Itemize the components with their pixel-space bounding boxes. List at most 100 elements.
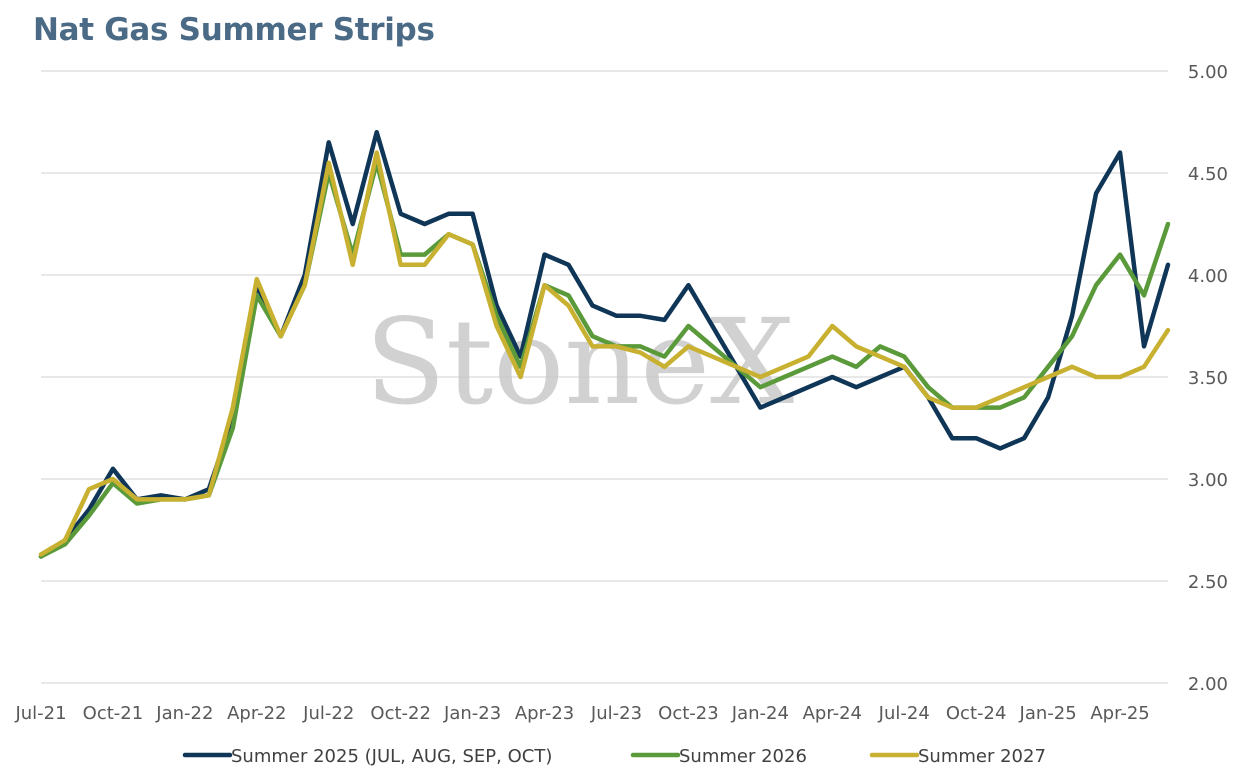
data-point [1166, 222, 1170, 226]
data-point [494, 324, 499, 328]
data-point [662, 365, 667, 369]
data-point [614, 314, 619, 318]
data-point [375, 151, 379, 155]
data-point [854, 385, 858, 389]
legend-label: Summer 2027 [918, 746, 1046, 767]
data-point [1046, 375, 1050, 379]
data-point [782, 365, 786, 369]
data-point [662, 355, 667, 359]
data-point [542, 253, 547, 257]
y-tick-label: 5.00 [1188, 62, 1228, 83]
data-point [974, 406, 978, 410]
data-point [303, 283, 307, 287]
data-point [926, 385, 930, 389]
data-point [87, 508, 91, 512]
data-point [758, 406, 762, 410]
data-point [710, 324, 715, 328]
data-point [279, 334, 283, 338]
x-tick-label: Jan-23 [443, 703, 501, 724]
data-point [351, 222, 355, 226]
data-point [159, 493, 163, 497]
y-tick-label: 3.00 [1188, 470, 1228, 491]
data-point [327, 140, 331, 144]
data-point [710, 355, 715, 359]
data-point [590, 304, 595, 308]
data-point [686, 283, 691, 287]
series-line-3 [38, 150, 1171, 557]
data-point [974, 436, 978, 440]
data-point [566, 304, 571, 308]
data-point [111, 467, 115, 471]
legend-label: Summer 2025 (JUL, AUG, SEP, OCT) [231, 746, 552, 767]
x-tick-label: Jan-24 [731, 703, 789, 724]
data-point [1022, 436, 1026, 440]
data-point [87, 487, 91, 491]
x-tick-label: Jul-24 [878, 703, 930, 724]
y-tick-label: 4.50 [1188, 164, 1228, 185]
x-axis: Jul-21 Oct-21 Jan-22 Apr-22 Jul-22 Oct-22 Jan-… [14, 703, 1149, 724]
data-point [351, 263, 355, 267]
data-point [423, 263, 427, 267]
data-point [830, 324, 834, 328]
gridlines [41, 70, 1168, 684]
data-point [830, 355, 834, 359]
data-point [399, 212, 403, 216]
data-point [806, 385, 810, 389]
data-point [758, 375, 762, 379]
x-tick-label: Jan-25 [1019, 703, 1077, 724]
data-point [806, 365, 810, 369]
data-point [39, 552, 43, 557]
x-tick-label: Apr-25 [1090, 703, 1149, 724]
data-point [183, 497, 187, 501]
data-point [375, 130, 379, 134]
data-point [231, 406, 235, 410]
data-point [471, 212, 475, 216]
data-point [566, 293, 571, 297]
data-point [854, 365, 858, 369]
data-point [806, 355, 810, 359]
data-point [734, 365, 738, 369]
data-point [590, 334, 595, 338]
data-point [1166, 263, 1170, 267]
data-point [63, 542, 67, 546]
data-point [1142, 293, 1146, 297]
x-tick-label: Oct-22 [370, 703, 431, 724]
data-point [878, 344, 882, 348]
data-point [111, 477, 115, 481]
data-point [1046, 395, 1050, 399]
data-point [1022, 395, 1026, 399]
data-point [447, 212, 451, 216]
data-point [1022, 385, 1026, 389]
data-point [423, 253, 427, 257]
y-axis: 2.00 2.50 3.00 3.50 4.00 4.50 5.00 [1188, 62, 1228, 695]
data-point [902, 355, 906, 359]
data-point [662, 318, 667, 322]
data-point [566, 263, 571, 267]
data-point [1118, 253, 1122, 257]
data-point [135, 497, 139, 501]
data-point [1118, 375, 1122, 379]
data-point [830, 375, 834, 379]
data-point [998, 395, 1002, 399]
data-point [1142, 365, 1146, 369]
data-point [1094, 375, 1098, 379]
x-tick-label: Jul-23 [590, 703, 642, 724]
data-point [518, 375, 523, 379]
data-point [686, 324, 691, 328]
data-point [686, 344, 691, 348]
data-point [159, 497, 163, 501]
data-point [1094, 191, 1098, 195]
x-tick-label: Oct-23 [658, 703, 719, 724]
data-point [447, 232, 451, 236]
y-tick-label: 2.50 [1188, 572, 1228, 593]
x-tick-label: Oct-21 [83, 703, 144, 724]
x-tick-label: Jul-22 [302, 703, 354, 724]
y-tick-label: 2.00 [1188, 674, 1228, 695]
data-point [255, 277, 259, 281]
data-point [854, 344, 858, 348]
data-point [63, 538, 67, 542]
x-tick-label: Jan-22 [155, 703, 213, 724]
data-point [710, 344, 715, 348]
data-point [1118, 151, 1122, 155]
